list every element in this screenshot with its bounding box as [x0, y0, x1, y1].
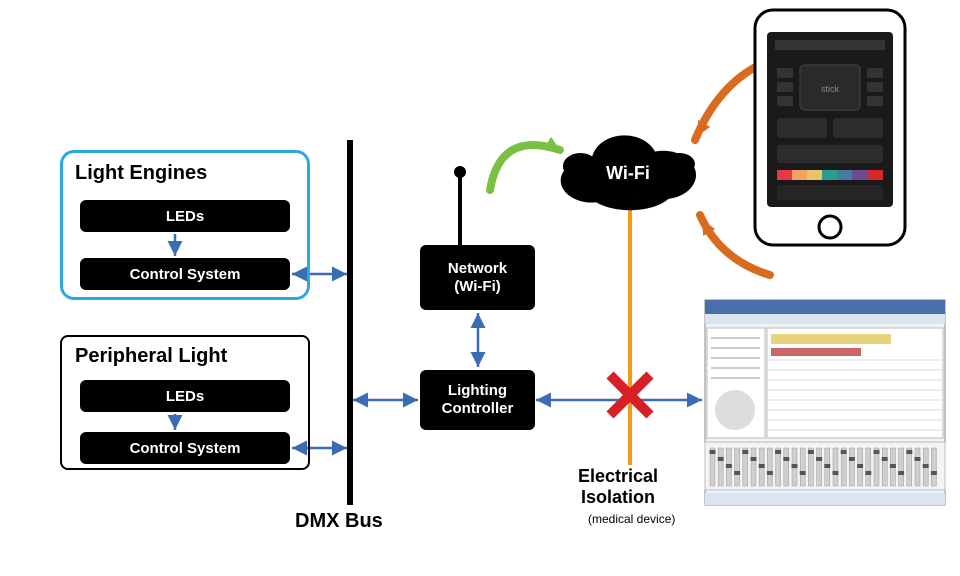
- medical-device-sublabel: (medical device): [588, 512, 675, 526]
- lighting-controller-node: Lighting Controller: [420, 370, 535, 430]
- network-wifi-node: Network (Wi-Fi): [420, 245, 535, 310]
- control-system-1-node: Control System: [80, 258, 290, 290]
- antenna-dot: [454, 166, 466, 178]
- svg-text:stick: stick: [821, 84, 840, 94]
- control-system-2-node: Control System: [80, 432, 290, 464]
- phone-device-icon: stick: [755, 10, 905, 245]
- red-x-icon: [610, 375, 650, 415]
- leds-1-node: LEDs: [80, 200, 290, 232]
- dmx-bus-label: DMX Bus: [295, 510, 383, 533]
- wifi-label: Wi-Fi: [606, 163, 650, 184]
- light-engines-title: Light Engines: [75, 162, 207, 185]
- software-window-icon: [705, 300, 945, 505]
- leds-2-node: LEDs: [80, 380, 290, 412]
- electrical-isolation-label: Electrical Isolation: [578, 466, 658, 507]
- peripheral-light-title: Peripheral Light: [75, 345, 227, 368]
